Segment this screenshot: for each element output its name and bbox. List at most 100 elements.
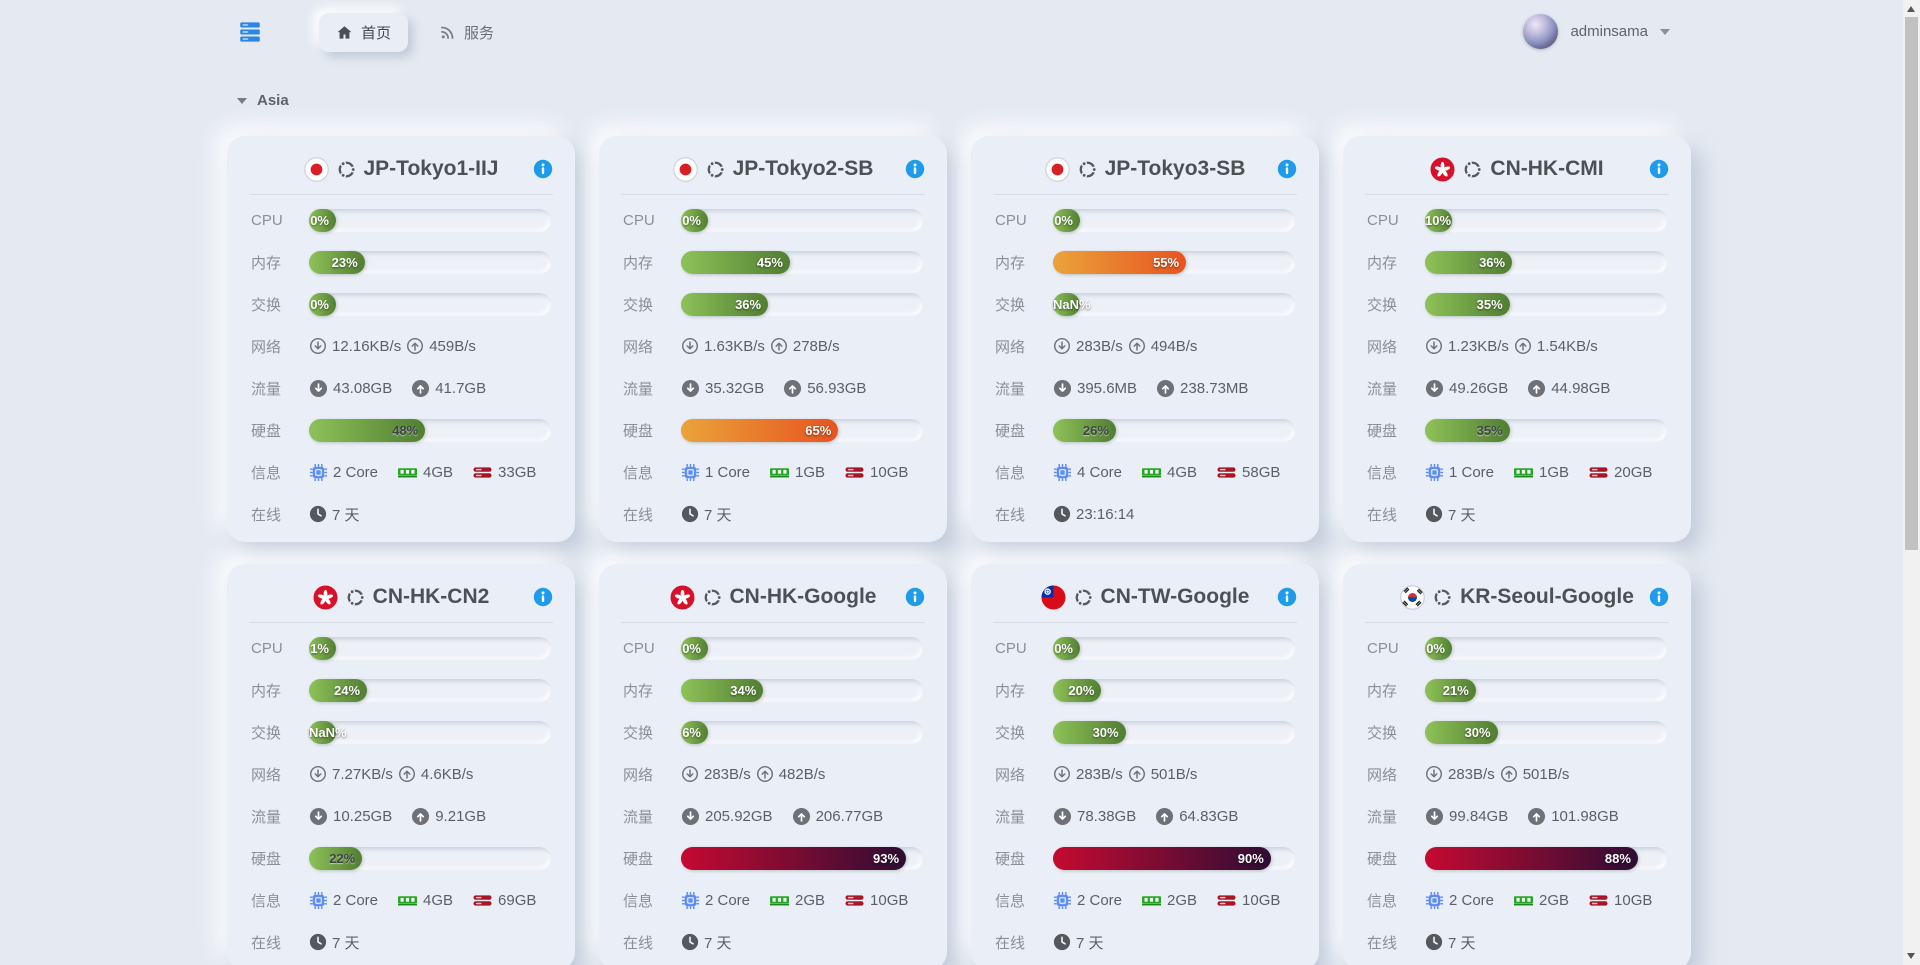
hardware-info: 4 Core 4GB <box>1053 463 1280 482</box>
tab-services[interactable]: 服务 <box>422 13 511 52</box>
swap-percent: 0% <box>310 296 329 312</box>
section-asia-toggle[interactable]: Asia <box>237 92 1920 109</box>
row-label-cpu: CPU <box>995 211 1027 229</box>
storage-value: 10GB <box>1242 891 1281 909</box>
row-label-uptime: 在线 <box>251 934 282 952</box>
scrollbar-up-arrow[interactable] <box>1907 6 1915 12</box>
scrollbar-down-arrow[interactable] <box>1907 953 1915 959</box>
network-speeds: 7.27KB/s 4.6KB/s <box>309 765 473 783</box>
swap-percent: 36% <box>735 296 762 312</box>
info-icon[interactable] <box>1277 159 1297 179</box>
row-label-network: 网络 <box>251 338 282 356</box>
memory-percent: 55% <box>1153 254 1180 270</box>
info-icon[interactable] <box>533 159 553 179</box>
row-label-uptime: 在线 <box>623 506 654 524</box>
row-label-memory: 内存 <box>623 254 654 272</box>
tab-home[interactable]: 首页 <box>319 12 409 52</box>
info-icon[interactable] <box>1649 159 1669 179</box>
traffic-totals: 10.25GB 9.21GB <box>309 807 486 826</box>
download-filled-icon <box>1425 379 1444 397</box>
swap-progressbar: 6% <box>681 720 923 744</box>
uptime-value-group: 7 天 <box>309 932 360 953</box>
hardware-info: 2 Core 2GB <box>1053 891 1280 910</box>
row-label-disk: 硬盘 <box>623 422 654 440</box>
hdd-stack-icon <box>1217 466 1236 478</box>
country-flag-icon <box>1044 156 1070 182</box>
storage-value: 58GB <box>1242 463 1281 481</box>
cpu-progressbar: 10% <box>1425 208 1667 232</box>
row-label-disk: 硬盘 <box>251 850 282 868</box>
uptime-value: 7 天 <box>704 934 732 952</box>
storage-value: 10GB <box>870 891 909 909</box>
cpu-chip-icon <box>309 463 328 481</box>
row-label-disk: 硬盘 <box>995 422 1026 440</box>
memory-progressbar: 55% <box>1053 250 1295 274</box>
server-card: JP-Tokyo2-SB CPU 0% 内存 45% 交换 <box>599 136 947 542</box>
cores-value: 2 Core <box>1077 891 1123 909</box>
network-down-value: 1.63KB/s <box>704 337 765 355</box>
hdd-stack-icon <box>1589 466 1608 478</box>
upload-circle-icon <box>398 765 415 783</box>
ubuntu-os-icon <box>702 587 723 608</box>
hardware-info: 1 Core 1GB <box>1425 463 1652 482</box>
download-circle-icon <box>1425 765 1443 783</box>
info-icon[interactable] <box>1649 587 1669 607</box>
download-filled-icon <box>1425 807 1444 825</box>
divider <box>621 194 925 195</box>
traffic-totals: 395.6MB 238.73MB <box>1053 379 1248 398</box>
row-label-cpu: CPU <box>1367 211 1399 229</box>
memory-percent: 24% <box>334 682 361 698</box>
info-icon[interactable] <box>1277 587 1297 607</box>
upload-circle-icon <box>1128 765 1145 783</box>
row-label-cpu: CPU <box>1367 639 1399 657</box>
cpu-percent: 0% <box>1054 640 1073 656</box>
storage-value: 33GB <box>498 463 537 481</box>
scrollbar[interactable] <box>1903 0 1920 965</box>
upload-circle-icon <box>1500 765 1517 783</box>
user-menu[interactable]: adminsama <box>1523 14 1670 49</box>
caret-down-icon <box>237 97 247 104</box>
network-speeds: 283B/s 494B/s <box>1053 337 1197 355</box>
scrollbar-thumb[interactable] <box>1905 17 1918 550</box>
info-icon[interactable] <box>533 587 553 607</box>
uptime-value: 7 天 <box>1448 506 1476 524</box>
info-icon[interactable] <box>905 587 925 607</box>
upload-circle-icon <box>756 765 773 783</box>
row-label-traffic: 流量 <box>623 380 654 398</box>
hardware-info: 2 Core 2GB <box>1425 891 1652 910</box>
ram-icon <box>1514 467 1534 477</box>
server-card-header: CN-HK-CN2 <box>251 574 553 620</box>
cpu-percent: 0% <box>682 640 701 656</box>
hdd-stack-icon <box>845 894 864 906</box>
upload-filled-icon <box>792 807 810 825</box>
ram-icon <box>1142 467 1162 477</box>
clock-icon <box>1425 505 1443 523</box>
memory-progressbar: 36% <box>1425 250 1667 274</box>
disk-percent: 65% <box>805 422 832 438</box>
uptime-value: 7 天 <box>332 934 360 952</box>
divider <box>993 194 1297 195</box>
hardware-info: 2 Core 4GB <box>309 463 536 482</box>
server-card: JP-Tokyo1-IIJ CPU 0% 内存 23% 交换 <box>227 136 575 542</box>
network-speeds: 1.63KB/s 278B/s <box>681 337 840 355</box>
row-label-memory: 内存 <box>251 254 282 272</box>
swap-percent: NaN% <box>1053 296 1091 312</box>
disk-percent: 93% <box>873 850 900 866</box>
country-flag-icon <box>1430 157 1455 182</box>
server-stack-menu-icon[interactable] <box>237 19 263 45</box>
ram-value: 1GB <box>1539 463 1570 481</box>
download-filled-icon <box>309 807 328 825</box>
uptime-value-group: 7 天 <box>1053 932 1104 953</box>
row-label-info: 信息 <box>623 464 654 482</box>
uptime-value: 7 天 <box>332 506 360 524</box>
download-filled-icon <box>681 379 700 397</box>
disk-percent: 35% <box>1476 422 1503 438</box>
swap-percent: 30% <box>1092 724 1119 740</box>
upload-filled-icon <box>412 807 430 825</box>
uptime-value-group: 23:16:14 <box>1053 505 1134 523</box>
hardware-info: 2 Core 2GB <box>681 891 908 910</box>
info-icon[interactable] <box>905 159 925 179</box>
traffic-totals: 43.08GB 41.7GB <box>309 379 486 398</box>
row-label-cpu: CPU <box>623 639 655 657</box>
swap-progressbar: 30% <box>1053 720 1295 744</box>
